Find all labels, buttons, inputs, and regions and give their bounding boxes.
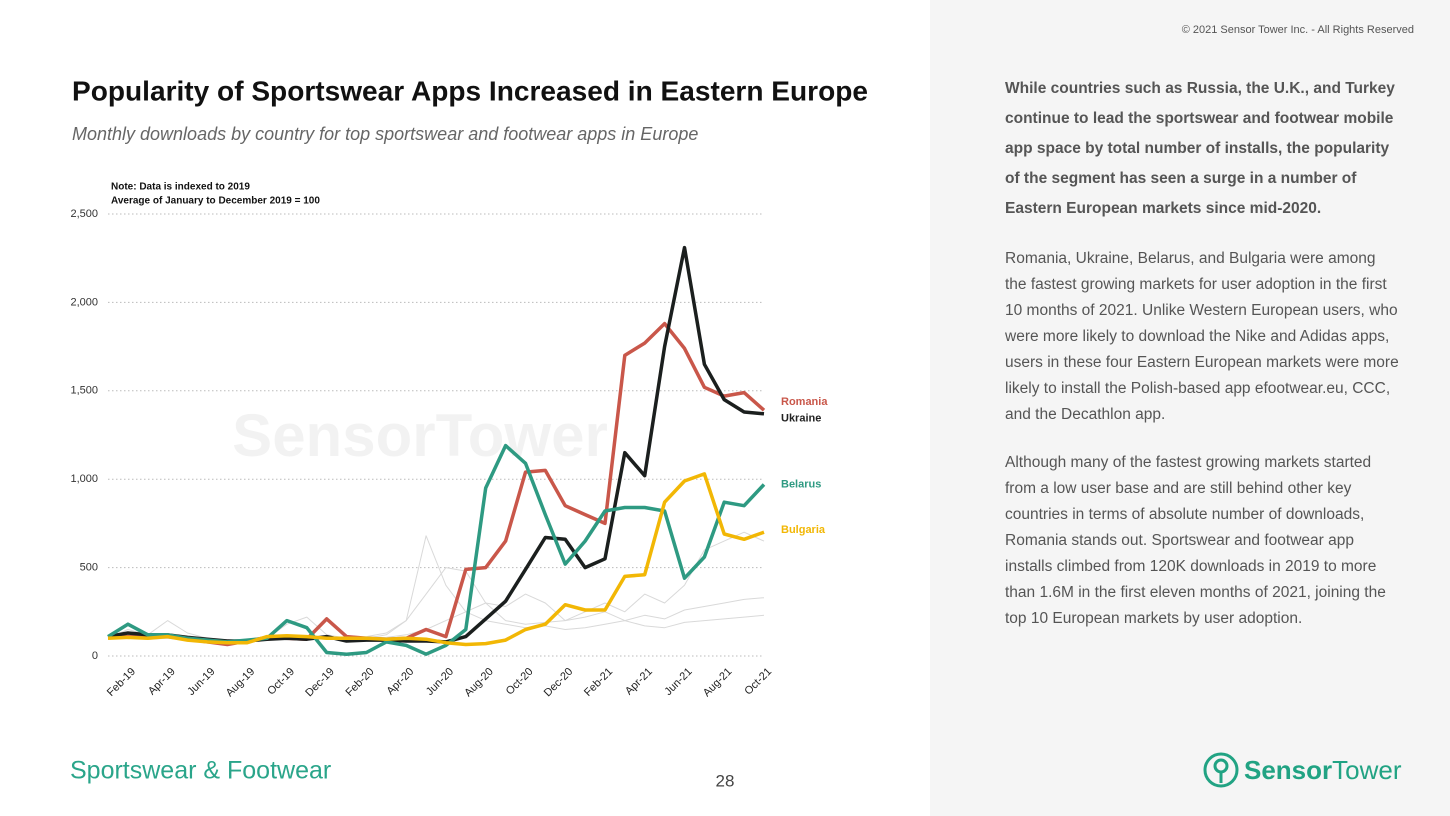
x-tick-label: Apr-20 bbox=[385, 666, 417, 698]
x-tick-label: Jun-21 bbox=[662, 666, 694, 698]
x-tick-label: Feb-19 bbox=[105, 666, 138, 699]
y-tick-label: 500 bbox=[80, 562, 98, 574]
chart-subtitle: Monthly downloads by country for top spo… bbox=[72, 124, 698, 144]
x-tick-label: Dec-19 bbox=[303, 666, 337, 700]
x-tick-label: Aug-21 bbox=[701, 666, 735, 700]
sidebar-text: While countries such as Russia, the U.K.… bbox=[1005, 74, 1400, 654]
y-tick-label: 2,500 bbox=[70, 208, 98, 220]
series-line bbox=[108, 321, 766, 647]
x-tick-label: Feb-21 bbox=[582, 666, 615, 699]
chart-note: Average of January to December 2019 = 10… bbox=[111, 196, 320, 207]
x-tick-label: Apr-21 bbox=[623, 666, 655, 698]
y-tick-label: 0 bbox=[92, 650, 98, 662]
x-tick-label: Jun-19 bbox=[185, 666, 217, 698]
logo-text: Tower bbox=[1332, 754, 1402, 785]
section-name: Sportswear & Footwear bbox=[70, 757, 331, 785]
legend-label: Bulgaria bbox=[781, 524, 826, 536]
background-line bbox=[108, 611, 765, 642]
copyright: © 2021 Sensor Tower Inc. - All Rights Re… bbox=[1181, 24, 1414, 36]
x-tick-label: Jun-20 bbox=[424, 666, 456, 698]
series-line bbox=[107, 472, 765, 647]
x-tick-label: Oct-19 bbox=[265, 666, 297, 698]
x-tick-label: Aug-19 bbox=[224, 666, 258, 700]
x-tick-label: Oct-21 bbox=[742, 666, 774, 698]
y-tick-label: 2,000 bbox=[70, 296, 98, 308]
watermark: SensorTower bbox=[232, 402, 608, 469]
paragraph: Romania, Ukraine, Belarus, and Bulgaria … bbox=[1005, 250, 1399, 423]
x-tick-label: Apr-19 bbox=[146, 666, 178, 698]
logo-icon bbox=[1203, 752, 1239, 788]
y-tick-label: 1,500 bbox=[70, 385, 98, 397]
y-tick-label: 1,000 bbox=[70, 473, 98, 485]
x-tick-label: Oct-20 bbox=[504, 666, 536, 698]
sidebar: © 2021 Sensor Tower Inc. - All Rights Re… bbox=[930, 0, 1450, 816]
paragraph: While countries such as Russia, the U.K.… bbox=[1005, 80, 1395, 217]
logo-text: Sensor bbox=[1244, 754, 1333, 785]
legend-label: Ukraine bbox=[781, 413, 821, 425]
chart-note: Note: Data is indexed to 2019 bbox=[111, 182, 250, 193]
paragraph: Although many of the fastest growing mar… bbox=[1005, 454, 1386, 627]
legend-label: Belarus bbox=[781, 478, 821, 490]
legend-label: Romania bbox=[781, 396, 828, 408]
x-tick-label: Feb-20 bbox=[343, 666, 376, 699]
chart-title: Popularity of Sportswear Apps Increased … bbox=[72, 75, 868, 106]
series-line bbox=[107, 443, 766, 656]
page-number: 28 bbox=[716, 771, 735, 790]
x-tick-label: Aug-20 bbox=[462, 666, 496, 700]
background-line bbox=[107, 535, 765, 643]
chart: SensorTower Popularity of Sportswear App… bbox=[70, 75, 868, 790]
x-tick-label: Dec-20 bbox=[542, 666, 576, 700]
logo: Sensor Tower bbox=[1202, 750, 1402, 790]
